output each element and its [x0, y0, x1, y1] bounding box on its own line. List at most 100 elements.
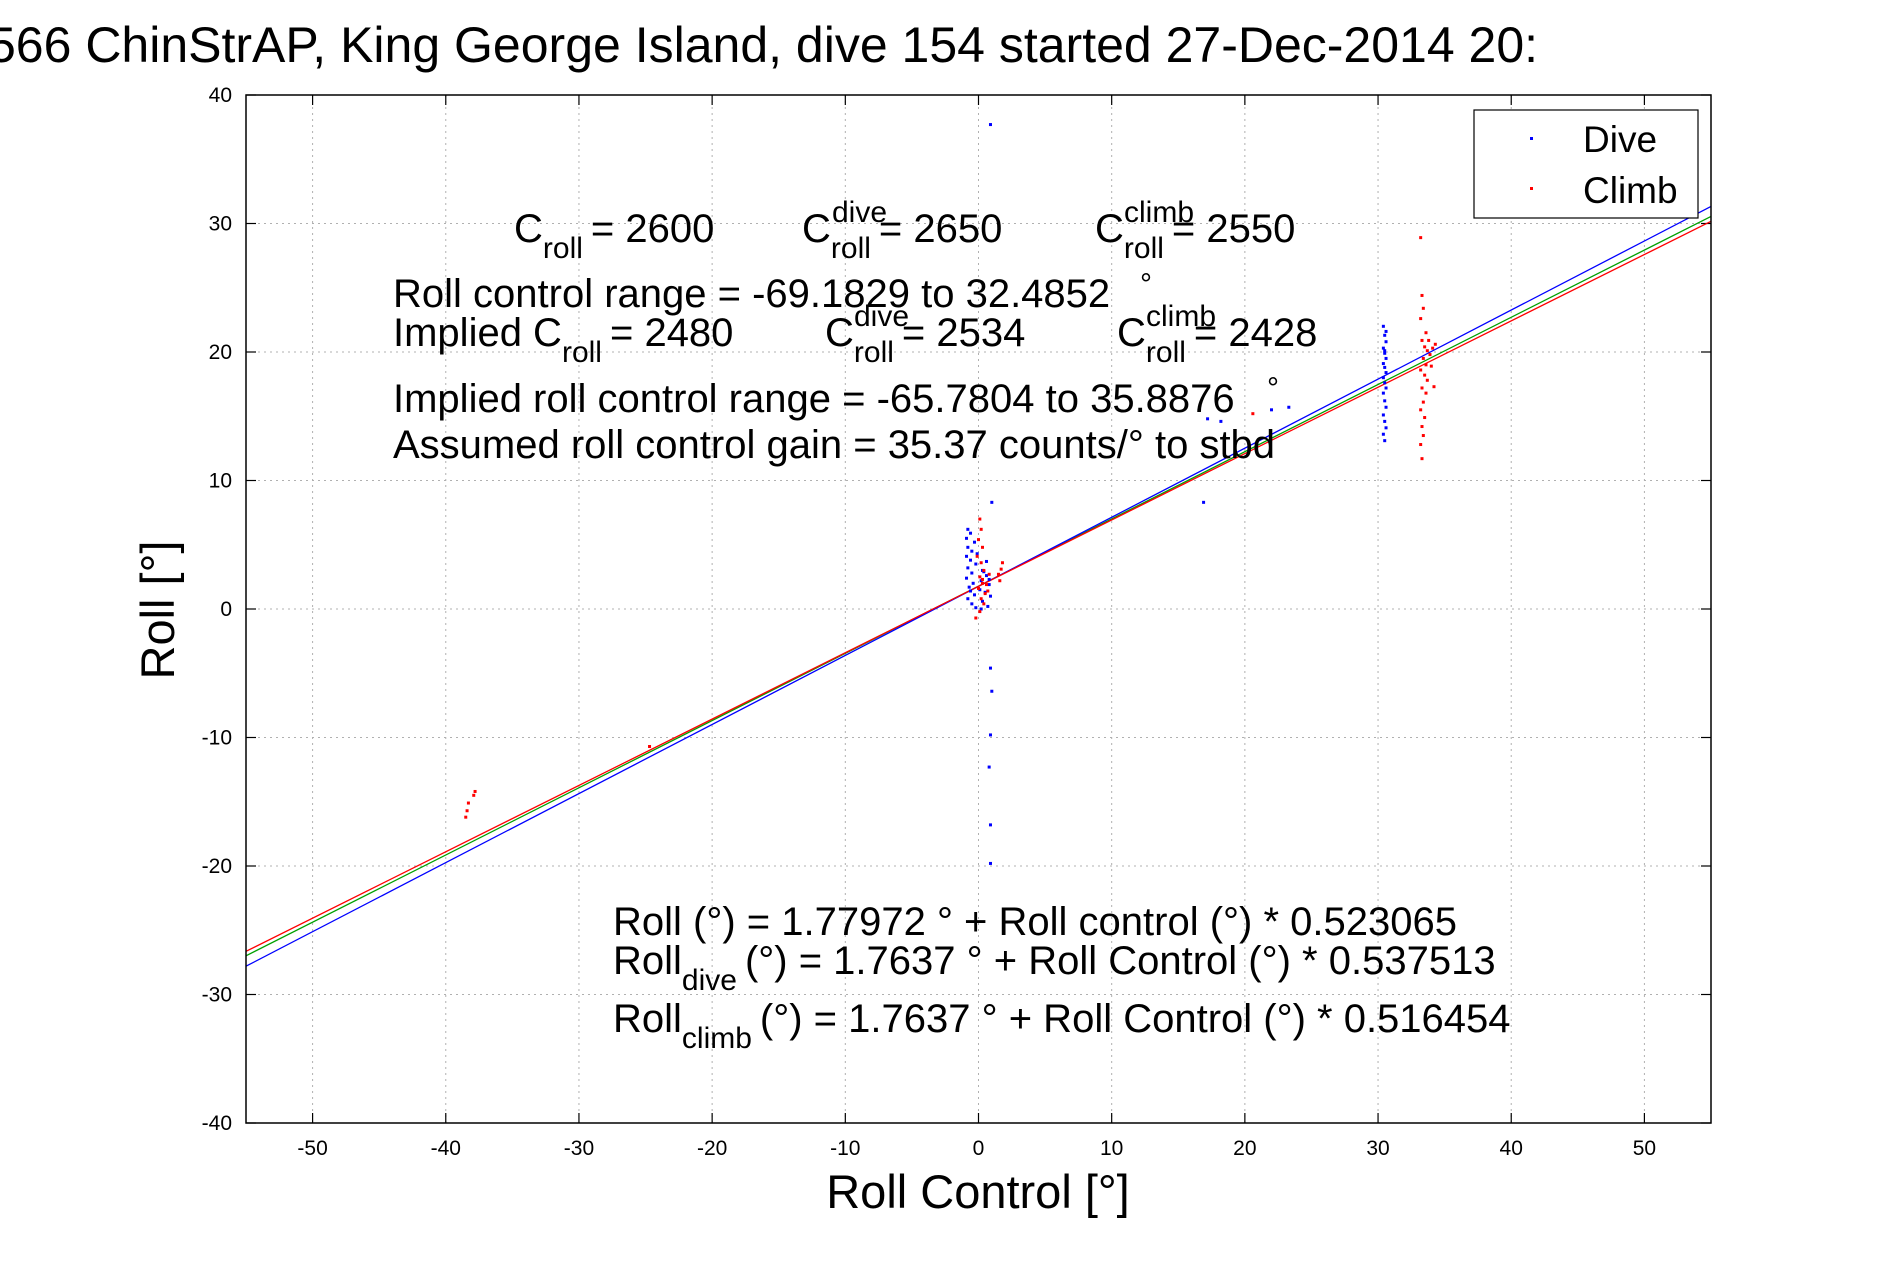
x-tick-label: -30: [564, 1137, 594, 1160]
dive-point: [969, 589, 973, 593]
climb-point: [1425, 378, 1429, 382]
dive-point: [990, 500, 994, 504]
x-tick-label: 20: [1233, 1137, 1256, 1160]
implied-range-degree: °: [1267, 372, 1279, 405]
climb-point: [1421, 434, 1425, 438]
dive-point: [984, 559, 988, 563]
climb-point: [996, 572, 1000, 576]
climb-point: [1423, 345, 1427, 349]
climb-point: [978, 575, 982, 579]
plot-frame: [245, 94, 1712, 1124]
dive-point: [988, 823, 992, 827]
climb-point: [979, 561, 983, 565]
dive-point: [970, 602, 974, 606]
climb-point: [980, 577, 984, 581]
climb-point: [464, 815, 468, 819]
dive-point: [1383, 419, 1387, 423]
dive-point: [970, 571, 974, 575]
climb-point: [1420, 293, 1424, 297]
x-tick-label: 0: [973, 1137, 985, 1160]
c-roll-annotation: Croll = 2600: [514, 207, 714, 265]
climb-point: [982, 568, 986, 572]
dive-point: [1384, 371, 1388, 375]
climb-point: [977, 586, 980, 590]
x-tick-label: -20: [697, 1137, 727, 1160]
dive-point: [987, 765, 991, 769]
dive-point: [1381, 432, 1385, 436]
x-tick-label: -10: [830, 1137, 860, 1160]
roll-control-range-degree: °: [1140, 268, 1152, 301]
x-axis-label: Roll Control [°]: [826, 1165, 1130, 1218]
dive-point: [966, 545, 970, 549]
y-tick-label: -40: [202, 1112, 232, 1135]
dive-point: [1381, 391, 1385, 395]
dive-point: [1384, 426, 1388, 430]
climb-point: [1419, 368, 1423, 372]
legend-dive-label: Dive: [1583, 119, 1657, 160]
dive-point: [1381, 324, 1385, 328]
implied-c-climb-sup: climb: [1146, 300, 1216, 333]
climb-point: [978, 517, 982, 521]
x-tick-label: 40: [1500, 1137, 1523, 1160]
climb-point: [1419, 408, 1423, 412]
dive-point: [987, 583, 991, 587]
implied-range: Implied roll control range = -65.7804 to…: [393, 377, 1235, 421]
dive-point: [1383, 381, 1387, 385]
x-tick-label: 10: [1100, 1137, 1123, 1160]
fit-line-climb: [245, 220, 1712, 952]
fit-all-annotation: Roll (°) = 1.77972 ° + Roll control (°) …: [613, 900, 1457, 944]
y-tick-label: -20: [202, 855, 232, 878]
fit-climb-annotation: Rollclimb (°) = 1.7637 ° + Roll Control (…: [613, 997, 1511, 1055]
climb-point: [472, 793, 476, 797]
climb-point: [1433, 342, 1437, 346]
implied-c-roll-annotation: Implied Croll = 2480: [393, 311, 733, 369]
implied-c-climb-annotation: Croll = 2428: [1117, 311, 1317, 369]
legend: Dive Climb: [1473, 109, 1699, 219]
climb-point: [1423, 416, 1427, 420]
dive-point: [1384, 386, 1388, 390]
climb-point: [1432, 385, 1436, 389]
x-tick-label: 30: [1366, 1137, 1389, 1160]
dive-point: [966, 527, 970, 531]
dive-point: [1270, 408, 1273, 412]
dive-point: [1383, 351, 1387, 355]
dive-point: [1381, 413, 1385, 417]
c-roll-climb-sup: climb: [1124, 196, 1194, 229]
y-tick-label: 30: [209, 213, 232, 236]
y-tick-label: -30: [202, 984, 232, 1007]
climb-point: [1423, 373, 1427, 377]
x-tick-label: -40: [431, 1137, 461, 1160]
climb-point: [1251, 412, 1255, 416]
climb-point: [980, 581, 984, 585]
dive-point: [986, 604, 990, 608]
climb-point: [975, 554, 979, 558]
dive-point: [1384, 405, 1388, 409]
dive-point: [988, 861, 992, 865]
climb-point: [473, 789, 477, 793]
dive-point: [1384, 356, 1388, 360]
dive-point: [990, 689, 994, 693]
dive-point: [984, 574, 988, 578]
climb-point: [1419, 317, 1423, 321]
x-tick-label: 50: [1633, 1137, 1656, 1160]
climb-point: [999, 567, 1003, 571]
dive-point: [966, 597, 970, 601]
dive-point: [1383, 349, 1387, 353]
legend-dive-marker: [1530, 137, 1533, 140]
dive-point: [965, 536, 969, 540]
dive-point: [1202, 500, 1206, 504]
dive-point: [974, 562, 978, 566]
dive-point: [970, 549, 974, 553]
climb-point: [984, 583, 988, 587]
climb-point: [1419, 236, 1423, 240]
climb-point: [983, 592, 987, 596]
dive-point: [966, 566, 970, 570]
legend-climb-label: Climb: [1583, 170, 1678, 211]
c-roll-dive-sup: dive: [832, 196, 887, 229]
climb-point: [986, 589, 990, 593]
y-tick-labels: -40 -30 -20 -10 0 10 20 30 40: [202, 84, 232, 1135]
c-roll-dive-annotation: Croll = 2650: [802, 207, 1002, 265]
dive-point: [987, 577, 991, 581]
climb-point: [998, 579, 1002, 583]
